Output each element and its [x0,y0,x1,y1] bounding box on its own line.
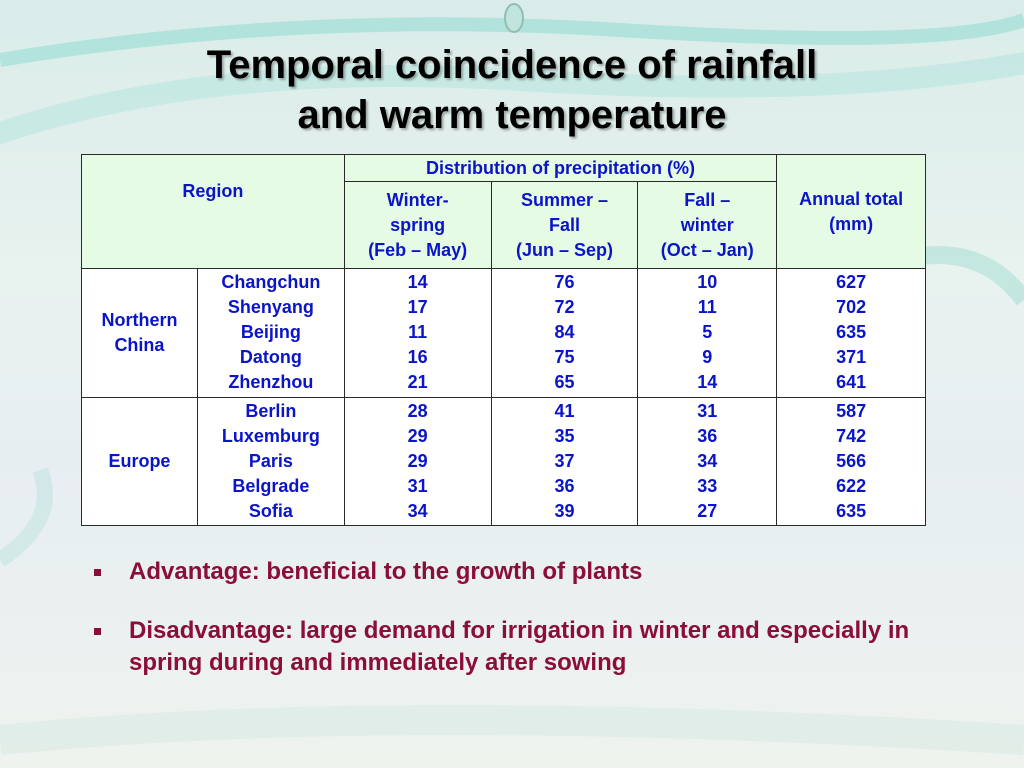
square-bullet-icon [94,628,101,635]
winter-spring-values-northern-china: 14 17 11 16 21 [343,268,492,398]
table-row-europe: Europe Berlin Luxemburg Paris Belgrade S… [81,396,926,526]
annual-values-europe: 587 742 566 622 635 [776,396,926,526]
fall-winter-values-northern-china: 10 11 5 9 14 [637,268,778,398]
distribution-header: Distribution of precipitation (%) [343,154,778,182]
summer-fall-values-europe: 41 35 37 36 39 [490,396,639,526]
square-bullet-icon [94,569,101,576]
bullet-text: Advantage: beneficial to the growth of p… [129,558,643,585]
annual-total-header: Annual total (mm) [776,154,926,269]
bullet-disadvantage: Disadvantage: large demand for irrigatio… [94,615,954,679]
region-header: Region [81,154,345,269]
bullet-text: Disadvantage: large demand for irrigatio… [129,617,910,676]
summer-fall-header: Summer – Fall (Jun – Sep) [490,181,639,269]
title-line-2: and warm temperature [297,93,727,137]
bullet-list: Advantage: beneficial to the growth of p… [94,556,954,679]
title-line-1: Temporal coincidence of rainfall [206,43,818,87]
fall-winter-values-europe: 31 36 34 33 27 [637,396,778,526]
bullet-advantage: Advantage: beneficial to the growth of p… [94,556,954,588]
fall-winter-header: Fall – winter (Oct – Jan) [637,181,778,269]
summer-fall-values-northern-china: 76 72 84 75 65 [490,268,639,398]
winter-spring-values-europe: 28 29 29 31 34 [343,396,492,526]
precipitation-table: Region Distribution of precipitation (%)… [81,154,926,526]
region-cell-europe: Europe [81,396,198,526]
slide-title: Temporal coincidence of rainfall and war… [0,40,1024,140]
table-row-northern-china: Northern China Changchun Shenyang Beijin… [81,268,926,398]
city-list-northern-china: Changchun Shenyang Beijing Datong Zhenzh… [196,268,345,398]
winter-spring-header: Winter- spring (Feb – May) [343,181,492,269]
annual-values-northern-china: 627 702 635 371 641 [776,268,926,398]
region-cell-northern-china: Northern China [81,268,198,398]
city-list-europe: Berlin Luxemburg Paris Belgrade Sofia [196,396,345,526]
